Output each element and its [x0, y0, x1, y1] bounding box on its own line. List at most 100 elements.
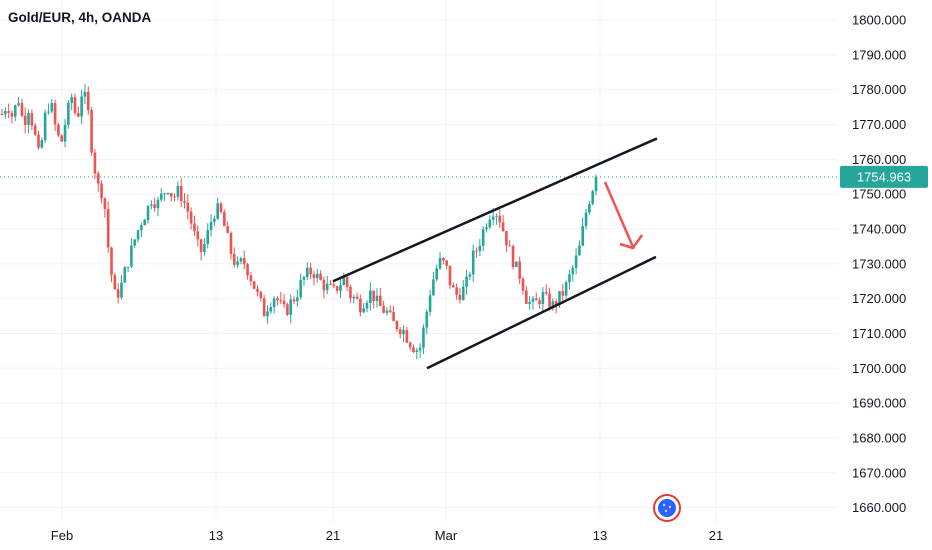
y-tick-label: 1720.000: [852, 291, 906, 306]
candle-body: [262, 298, 266, 317]
candle-body: [289, 299, 293, 315]
candle-body: [226, 226, 229, 234]
candle-body: [448, 265, 452, 286]
candle-body: [213, 218, 216, 222]
candle-body: [329, 283, 332, 285]
arrow-down-annotation[interactable]: [603, 181, 644, 250]
candle-body: [561, 291, 565, 296]
candle-body: [352, 296, 356, 299]
candle-body: [398, 329, 402, 335]
candle-body: [27, 113, 30, 125]
candle-body: [90, 110, 93, 153]
candle-body: [120, 282, 123, 298]
candle-body: [236, 261, 239, 265]
candle-body: [146, 205, 150, 221]
candle-body: [508, 245, 512, 247]
candle-body: [126, 266, 130, 268]
x-tick-label: Feb: [51, 528, 73, 543]
candle-body: [534, 298, 538, 301]
y-tick-label: 1770.000: [852, 117, 906, 132]
candle-body: [223, 212, 226, 227]
candle-body: [33, 125, 37, 135]
x-tick-label: 13: [209, 528, 223, 543]
candle-body: [50, 103, 54, 112]
candle-body: [438, 257, 442, 269]
candle-body: [229, 233, 233, 254]
candle-body: [239, 258, 243, 262]
candle-body: [57, 124, 60, 136]
chart-title: Gold/EUR, 4h, OANDA: [8, 10, 152, 25]
candle-body: [369, 290, 372, 303]
candle-body: [209, 221, 213, 231]
candle-body: [461, 286, 465, 300]
candle-body: [564, 282, 568, 296]
y-tick-label: 1780.000: [852, 82, 906, 97]
candle-body: [47, 111, 50, 113]
candle-body: [60, 135, 64, 142]
y-tick-label: 1660.000: [852, 500, 906, 515]
candle-body: [332, 284, 336, 287]
candle-body: [0, 114, 4, 116]
candle-body: [169, 193, 173, 197]
candle-body: [100, 183, 103, 199]
candle-body: [30, 113, 34, 126]
candle-body: [335, 286, 339, 291]
candle-body: [558, 291, 561, 306]
candle-body: [584, 212, 588, 227]
candle-body: [83, 91, 87, 97]
candle-body: [163, 193, 166, 195]
candle-body: [219, 203, 223, 213]
candle-body: [116, 289, 120, 298]
candle-body: [471, 250, 475, 275]
time-axis[interactable]: Feb 13 21 Mar 13 21: [51, 528, 723, 543]
candle-body: [93, 152, 97, 174]
y-tick-label: 1700.000: [852, 361, 906, 376]
candle-body: [359, 298, 362, 313]
y-tick-label: 1760.000: [852, 152, 906, 167]
candle-body: [196, 231, 200, 240]
candle-body: [309, 267, 312, 275]
candle-body: [578, 245, 581, 256]
candle-body: [43, 112, 47, 141]
x-tick-label: 13: [593, 528, 607, 543]
candle-body: [455, 287, 458, 295]
candle-body: [432, 279, 435, 296]
candle-body: [242, 258, 246, 265]
upper-channel-line[interactable]: [332, 137, 658, 283]
candle-body: [468, 274, 472, 277]
candle-body: [140, 225, 143, 231]
candle-body: [388, 310, 392, 313]
y-tick-label: 1800.000: [852, 13, 906, 28]
candle-body: [581, 226, 585, 246]
candle-body: [272, 298, 276, 308]
candle-body: [13, 105, 17, 117]
candle-body: [186, 202, 190, 212]
y-tick-label: 1740.000: [852, 221, 906, 236]
candle-body: [96, 173, 100, 184]
candle-body: [392, 312, 395, 322]
candle-body: [515, 261, 518, 268]
candle-body: [153, 204, 156, 209]
candle-body: [20, 103, 24, 116]
candle-body: [156, 199, 160, 209]
lower-channel-line[interactable]: [426, 255, 657, 370]
candle-body: [528, 301, 531, 304]
candle-body: [541, 292, 545, 305]
candle-body: [53, 103, 57, 125]
last-price-tag: 1754.963: [840, 165, 928, 188]
candle-body: [282, 300, 286, 305]
candle-body: [339, 285, 342, 291]
candle-body: [67, 102, 70, 125]
candle-body: [405, 329, 409, 343]
y-tick-label: 1690.000: [852, 396, 906, 411]
candle-body: [491, 216, 495, 220]
globe-icon[interactable]: [653, 494, 681, 522]
x-tick-label: Mar: [435, 528, 458, 543]
candle-body: [193, 223, 196, 232]
price-axis[interactable]: 1800.000 1790.000 1780.000 1770.000 1760.000…: [852, 13, 906, 516]
candle-body: [375, 295, 379, 302]
candle-body: [315, 273, 319, 279]
candle-body: [249, 275, 253, 282]
candle-body: [355, 296, 359, 299]
